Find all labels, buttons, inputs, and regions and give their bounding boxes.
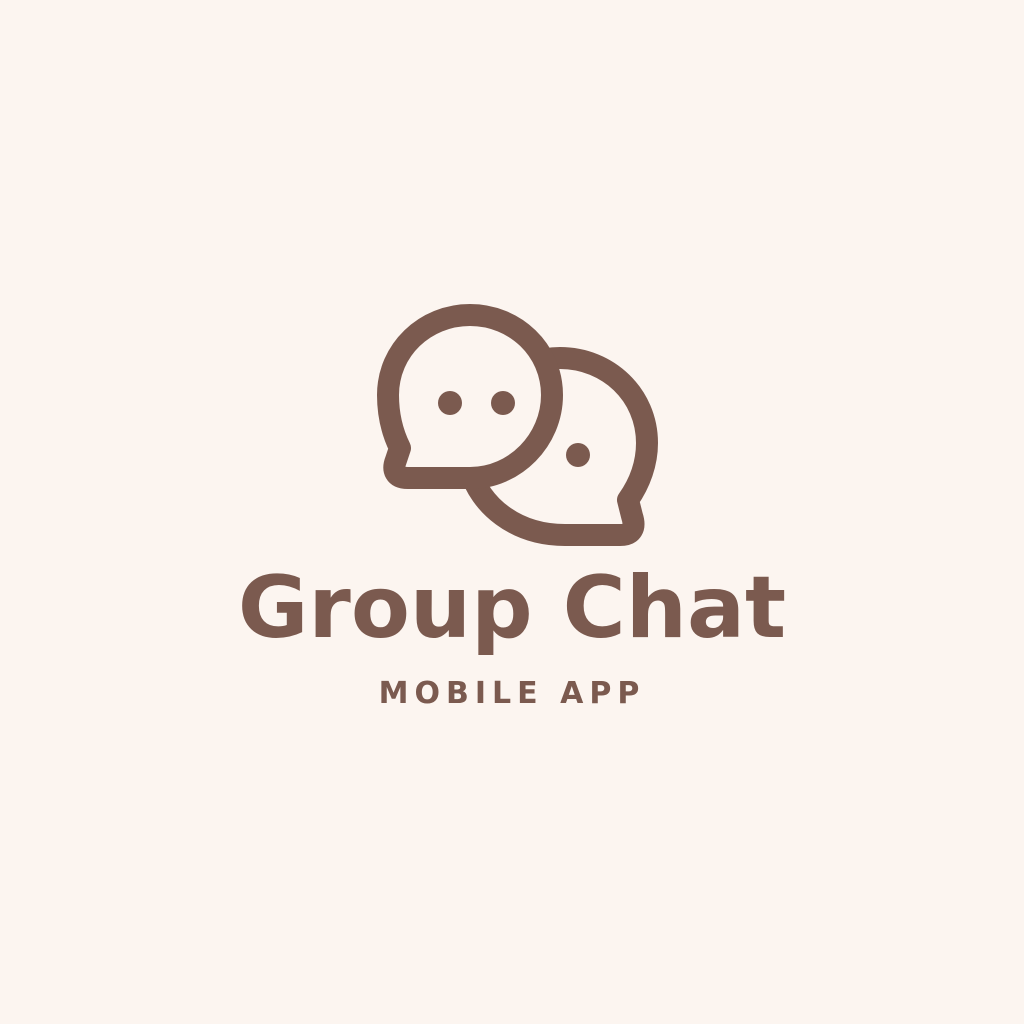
app-title: Group Chat <box>237 558 787 658</box>
dot-icon <box>438 391 462 415</box>
front-bubble-icon <box>377 304 563 489</box>
speech-bubbles-icon <box>377 304 658 546</box>
dot-icon <box>566 443 590 467</box>
app-subtitle: MOBILE APP <box>378 676 646 711</box>
dot-icon <box>491 391 515 415</box>
back-bubble-icon <box>459 347 658 546</box>
